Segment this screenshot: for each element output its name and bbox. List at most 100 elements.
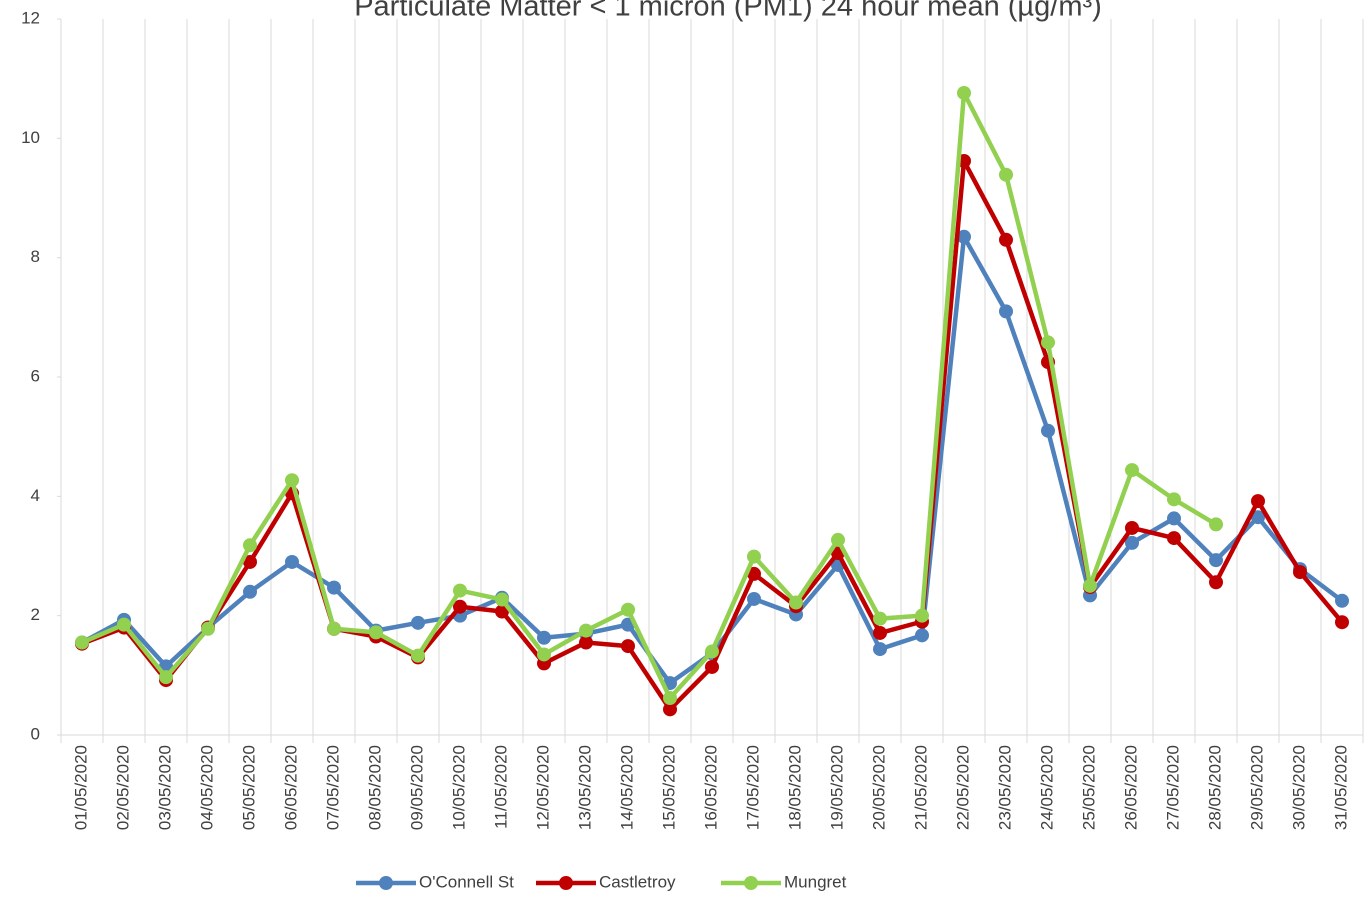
x-tick-label: 06/05/2020 — [281, 745, 300, 830]
y-tick-label: 10 — [21, 128, 40, 147]
x-tick-label: 19/05/2020 — [827, 745, 846, 830]
data-point — [75, 635, 89, 650]
data-point — [873, 625, 887, 640]
series-line — [81, 90, 1218, 701]
x-tick-label: 31/05/2020 — [1331, 745, 1350, 830]
data-point — [1209, 517, 1223, 532]
x-tick-label: 12/05/2020 — [533, 745, 552, 830]
x-tick-label: 02/05/2020 — [113, 745, 132, 830]
legend-marker — [379, 876, 393, 890]
data-point — [1167, 511, 1181, 526]
x-tick-label: 01/05/2020 — [71, 745, 90, 830]
data-point — [957, 85, 971, 100]
x-tick-label: 22/05/2020 — [953, 745, 972, 830]
legend-label: Castletroy — [599, 872, 676, 891]
data-point — [537, 647, 551, 662]
data-point — [159, 670, 173, 685]
x-tick-label: 20/05/2020 — [869, 745, 888, 830]
x-tick-label: 16/05/2020 — [701, 745, 720, 830]
data-point — [579, 623, 593, 638]
data-point — [369, 625, 383, 640]
data-point — [579, 635, 593, 650]
data-point — [453, 599, 467, 614]
y-tick-label: 6 — [31, 366, 40, 385]
data-point — [747, 566, 761, 581]
data-point — [1209, 553, 1223, 568]
x-tick-label: 11/05/2020 — [491, 745, 510, 829]
data-point — [873, 642, 887, 657]
data-point — [411, 648, 425, 663]
x-tick-label: 07/05/2020 — [323, 745, 342, 830]
data-point — [1167, 531, 1181, 546]
data-point — [1209, 575, 1223, 590]
data-point — [495, 604, 509, 619]
data-point — [327, 580, 341, 595]
x-tick-label: 18/05/2020 — [785, 745, 804, 830]
x-tick-label: 17/05/2020 — [743, 745, 762, 830]
x-tick-label: 13/05/2020 — [575, 745, 594, 830]
x-tick-label: 03/05/2020 — [155, 745, 174, 830]
data-point — [453, 583, 467, 598]
x-tick-label: 09/05/2020 — [407, 745, 426, 830]
x-tick-label: 15/05/2020 — [659, 745, 678, 830]
data-point — [285, 554, 299, 569]
x-tick-label: 21/05/2020 — [911, 745, 930, 830]
legend-marker — [744, 876, 758, 890]
data-point — [243, 584, 257, 599]
x-tick-label: 26/05/2020 — [1121, 745, 1140, 830]
data-point — [621, 639, 635, 654]
data-point — [663, 691, 677, 706]
x-tick-label: 25/05/2020 — [1079, 745, 1098, 830]
x-tick-label: 08/05/2020 — [365, 745, 384, 830]
data-point — [1293, 565, 1307, 580]
data-point — [999, 232, 1013, 247]
data-point — [789, 595, 803, 610]
x-tick-label: 30/05/2020 — [1289, 745, 1308, 830]
x-tick-label: 23/05/2020 — [995, 745, 1014, 830]
data-point — [1125, 463, 1139, 478]
x-tick-label: 24/05/2020 — [1037, 745, 1056, 830]
x-tick-label: 28/05/2020 — [1205, 745, 1224, 830]
data-point — [327, 621, 341, 636]
data-point — [621, 602, 635, 617]
data-point — [915, 608, 929, 623]
data-point — [411, 615, 425, 630]
data-point — [747, 549, 761, 564]
legend-label: O'Connell St — [419, 872, 514, 891]
data-point — [495, 592, 509, 607]
x-tick-label: 05/05/2020 — [239, 745, 258, 830]
data-point — [663, 702, 677, 717]
data-point — [747, 591, 761, 606]
data-point — [243, 538, 257, 553]
data-point — [999, 167, 1013, 182]
y-tick-label: 12 — [21, 8, 40, 27]
legend-item: O'Connell St — [356, 872, 514, 891]
y-tick-label: 2 — [31, 605, 40, 624]
data-point — [915, 628, 929, 643]
data-point — [873, 611, 887, 626]
data-point — [957, 229, 971, 244]
data-point — [117, 617, 131, 632]
data-point — [201, 621, 215, 636]
x-tick-label: 29/05/2020 — [1247, 745, 1266, 830]
data-point — [831, 532, 845, 547]
data-point — [1041, 335, 1055, 350]
legend-item: Mungret — [721, 872, 847, 891]
data-point — [1083, 578, 1097, 593]
data-point — [243, 554, 257, 569]
data-point — [1335, 615, 1349, 630]
legend-marker — [559, 876, 573, 890]
data-point — [1167, 492, 1181, 507]
data-point — [285, 473, 299, 488]
legend-label: Mungret — [784, 872, 847, 891]
x-tick-label: 27/05/2020 — [1163, 745, 1182, 830]
data-point — [999, 304, 1013, 319]
x-tick-label: 14/05/2020 — [617, 745, 636, 830]
y-tick-label: 0 — [31, 724, 40, 743]
legend-item: Castletroy — [536, 872, 676, 891]
data-point — [537, 630, 551, 645]
data-point — [705, 644, 719, 659]
data-point — [1251, 494, 1265, 509]
